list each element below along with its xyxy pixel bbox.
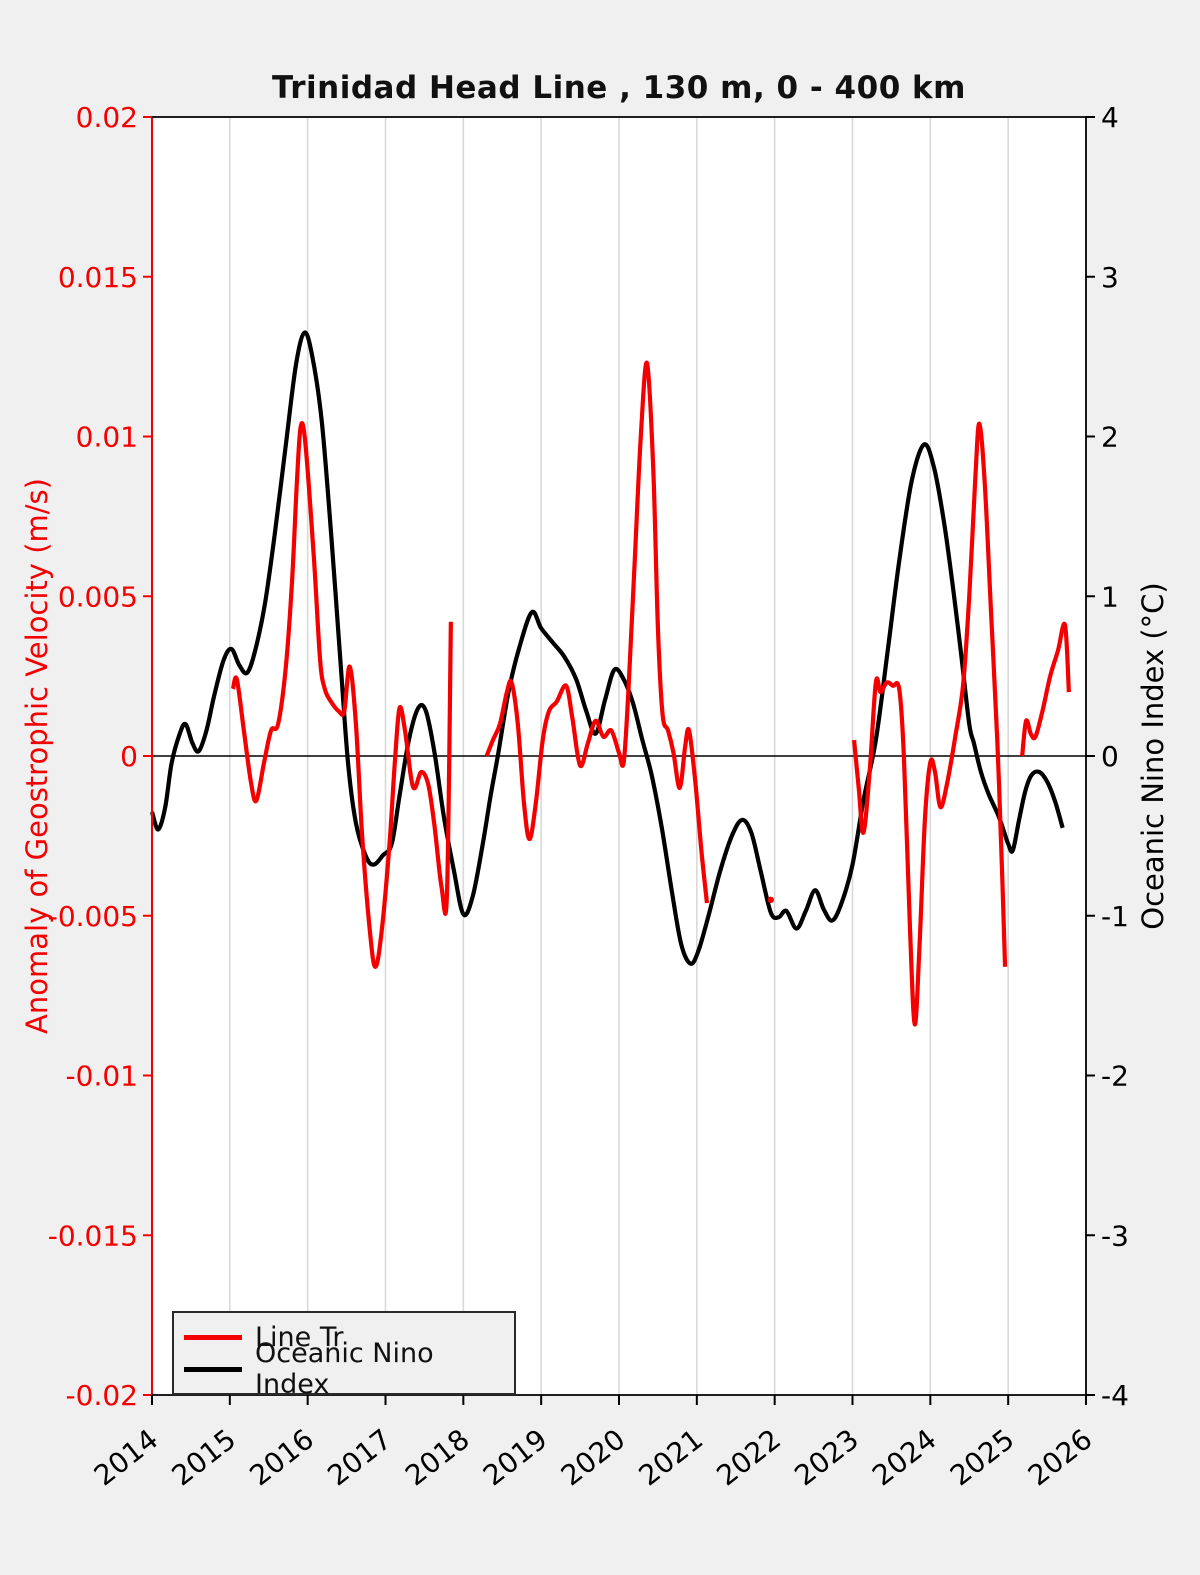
right-tick-label: 3 xyxy=(1101,261,1119,294)
legend-swatch-red xyxy=(184,1334,242,1340)
x-tick-label: 2016 xyxy=(244,1423,320,1493)
legend-label-line-tr: Line Tr xyxy=(255,1321,344,1353)
right-tick-label: -4 xyxy=(1101,1379,1129,1412)
series-group xyxy=(150,330,1071,1027)
legend-label-oni: Oceanic Nino Index xyxy=(255,1338,434,1400)
legend-item-oni: Oceanic Nino Index xyxy=(184,1338,502,1400)
series-line-line-tr xyxy=(230,421,453,969)
x-tick-label: 2015 xyxy=(166,1423,242,1493)
right-tick-label: -2 xyxy=(1101,1060,1129,1093)
left-tick-label: 0.01 xyxy=(76,421,138,454)
legend-swatch-black xyxy=(184,1366,242,1372)
left-tick-label: 0 xyxy=(120,740,138,773)
right-tick-label: 1 xyxy=(1101,580,1119,613)
series-point-line-tr xyxy=(767,896,774,903)
x-tick-label: 2025 xyxy=(944,1423,1020,1493)
x-tick-label: 2020 xyxy=(555,1423,631,1493)
series-line-line-tr xyxy=(1020,621,1071,757)
right-tick-label: -1 xyxy=(1101,900,1129,933)
x-tick-label: 2017 xyxy=(321,1423,397,1493)
series-line-oceanic-nino-index xyxy=(150,330,1065,966)
legend: Line Tr Oceanic Nino Index xyxy=(172,1311,516,1400)
chart-title: Trinidad Head Line , 130 m, 0 - 400 km xyxy=(272,70,966,106)
x-tick-label: 2018 xyxy=(399,1423,475,1493)
x-tick-label: 2014 xyxy=(88,1423,164,1493)
left-tick-label: 0.02 xyxy=(76,101,138,134)
left-tick-label: 0.005 xyxy=(58,580,138,613)
left-tick-label: -0.015 xyxy=(48,1219,138,1252)
series-line-line-tr xyxy=(851,421,1008,1027)
right-tick-label: 4 xyxy=(1101,101,1119,134)
left-tick-label: -0.005 xyxy=(48,900,138,933)
series-line-line-tr xyxy=(484,360,710,904)
x-tick-label: 2022 xyxy=(711,1423,787,1493)
right-tick-label: 0 xyxy=(1101,740,1119,773)
x-tick-label: 2026 xyxy=(1022,1423,1098,1493)
legend-item-line-tr: Line Tr xyxy=(184,1321,502,1353)
right-tick-label: 2 xyxy=(1101,421,1119,454)
left-tick-label: -0.02 xyxy=(66,1379,138,1412)
right-tick-label: -3 xyxy=(1101,1219,1129,1252)
left-tick-label: 0.015 xyxy=(58,261,138,294)
x-tick-label: 2019 xyxy=(477,1423,553,1493)
left-tick-label: -0.01 xyxy=(66,1060,138,1093)
x-tick-label: 2023 xyxy=(788,1423,864,1493)
x-tick-label: 2024 xyxy=(866,1423,942,1493)
x-tick-label: 2021 xyxy=(633,1423,709,1493)
